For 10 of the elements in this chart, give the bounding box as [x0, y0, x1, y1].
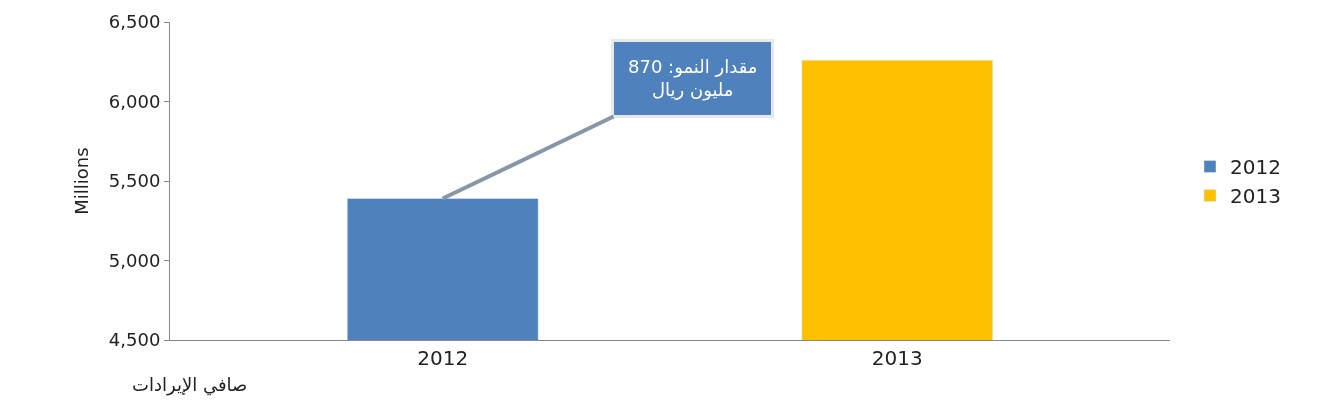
x-axis-title: صافي الإيرادات: [132, 374, 248, 396]
y-tick-label: 6,000: [108, 90, 161, 112]
y-tick-label: 5,500: [108, 170, 161, 192]
legend-label: 2012: [1230, 155, 1281, 180]
legend-label: 2013: [1230, 184, 1281, 209]
y-tick-label: 5,000: [108, 249, 161, 271]
y-tick-label: 6,500: [108, 11, 161, 33]
y-tick-label: 4,500: [108, 329, 161, 351]
annotation: مقدار النمو: 870 مليون ريال: [628, 56, 758, 102]
y-axis-title: Millions: [71, 147, 93, 215]
